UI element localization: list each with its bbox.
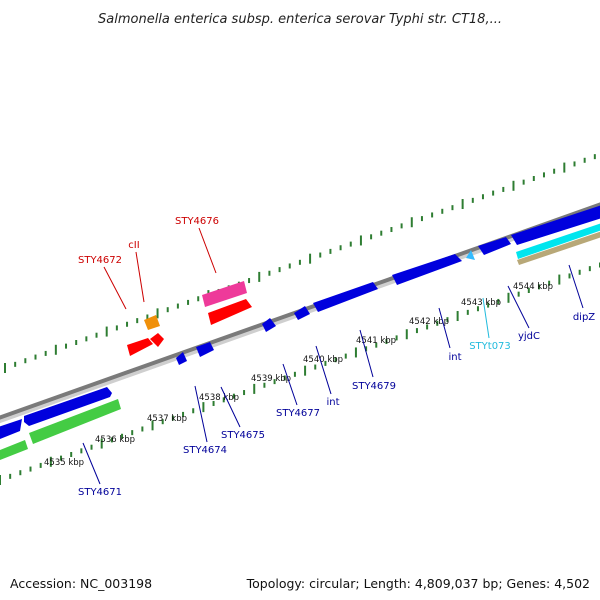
kbp-labels: 4535 kbp 4536 kbp 4537 kbp 4538 kbp 4539 kbp… (44, 282, 553, 468)
kbp-label: 4539 kbp (251, 374, 291, 384)
gene-label-connector (315, 345, 332, 395)
gene-arrow-red (208, 299, 252, 325)
gene-arrow-green (29, 399, 121, 444)
kbp-label: 4536 kbp (95, 435, 135, 445)
gene-label-connector (282, 363, 298, 406)
gene-label: dipZ (573, 312, 595, 323)
gene-arrow-red (127, 338, 153, 356)
topology-text: Topology: circular; Length: 4,809,037 bp… (246, 576, 590, 591)
gene-label-connector (194, 385, 208, 443)
gene-arrow-blue (262, 318, 276, 332)
gene-arrow-cyan-small (466, 250, 475, 260)
gene-label: STY4672 (78, 255, 122, 266)
kbp-label: 4540 kbp (303, 355, 343, 365)
gene-label: STYt073 (469, 341, 511, 352)
kbp-label: 4538 kbp (199, 393, 239, 403)
accession-text: Accession: NC_003198 (10, 576, 152, 591)
gene-label: int (448, 352, 461, 363)
gene-label-connector (135, 251, 145, 303)
gene-arrow-red (150, 333, 164, 347)
gene-label-connector (103, 266, 127, 310)
gene-label: cII (128, 240, 139, 251)
gene-label-connector (82, 442, 101, 485)
gene-label: STY4677 (276, 408, 320, 419)
gene-label-connector (568, 264, 584, 309)
gene-arrow-blue (392, 254, 462, 285)
gene-arrow-pink (202, 281, 247, 307)
gene-arrow-blue (0, 419, 22, 439)
gene-label: STY4676 (175, 216, 219, 227)
gene-label-connector (438, 307, 451, 349)
gene-arrow-orange (144, 315, 160, 330)
gene-label-connector (220, 386, 241, 428)
gene-arrow-blue (511, 205, 600, 245)
gene-label: STY4675 (221, 430, 265, 441)
gene-arrow-blue (196, 342, 214, 357)
gene-arrow-blue (313, 282, 378, 312)
gene-arrow-blue (176, 352, 187, 365)
map-title: Salmonella enterica subsp. enterica sero… (98, 12, 502, 27)
gene-label-connector (507, 285, 530, 329)
gene-label: int (326, 397, 339, 408)
gene-labels: STY4676 cII STY4672 STY4671 STY4674 STY4675 ST… (78, 216, 595, 498)
gene-arrow-cyan (516, 223, 600, 259)
gene-label: STY4671 (78, 487, 122, 498)
gene-arrow-blue (24, 387, 112, 426)
gene-label-connector (482, 297, 490, 339)
gene-arrow-blue (294, 306, 310, 320)
gene-label-connector (359, 329, 374, 378)
gene-arrow-tan (517, 231, 600, 265)
gene-label: STY4679 (352, 381, 396, 392)
lower-tick-row (0, 262, 600, 485)
kbp-label: 4544 kbp (513, 282, 553, 292)
gene-label: yjdC (518, 331, 540, 342)
kbp-label: 4537 kbp (147, 414, 187, 424)
kbp-label: 4543 kbp (461, 298, 501, 308)
kbp-label: 4542 kbp (409, 317, 449, 327)
gene-arrow-green (0, 440, 28, 461)
gene-label-connector (198, 227, 217, 274)
kbp-label: 4541 kbp (356, 336, 396, 346)
gene-label: STY4674 (183, 445, 227, 456)
kbp-label: 4535 kbp (44, 458, 84, 468)
gene-arrow-blue (478, 237, 511, 255)
